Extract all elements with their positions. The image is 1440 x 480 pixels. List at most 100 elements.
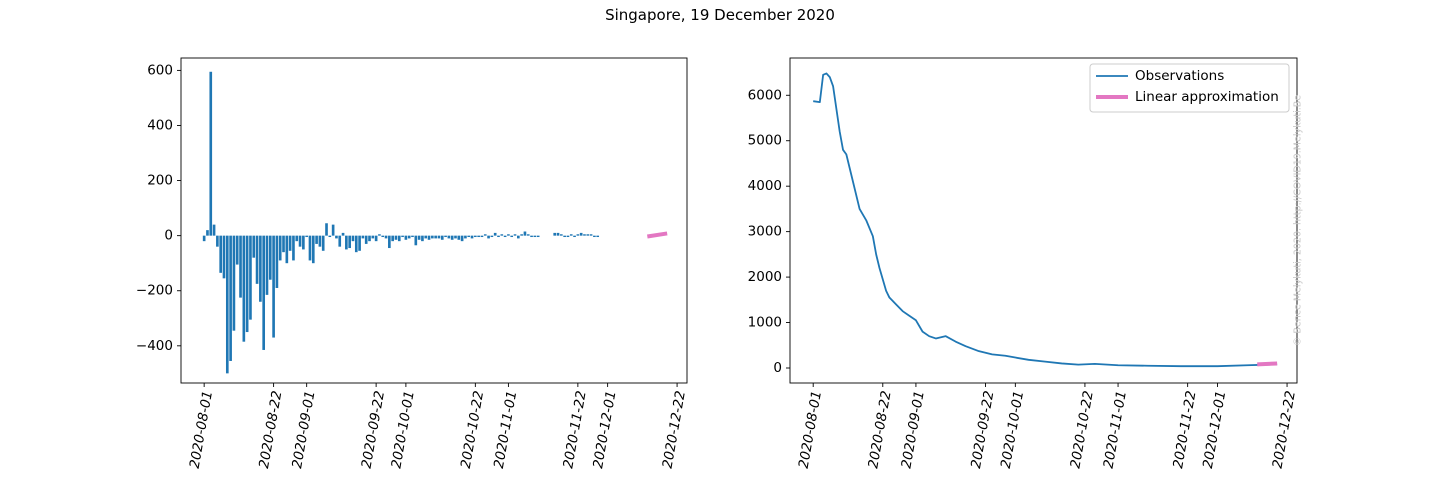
bar [447, 235, 451, 239]
bar [474, 235, 477, 238]
bar-chart-x-axis: 2020-08-01 2020-08-22 2020-09-01 2020-09-22… [187, 383, 689, 470]
y-tick-label: 2000 [748, 269, 782, 285]
line-chart-x-axis: 2020-08-01 2020-08-22 2020-09-01 2020-09-22… [796, 383, 1299, 470]
bar [341, 232, 345, 236]
bar [262, 235, 266, 350]
bar [374, 235, 378, 242]
bar [510, 235, 514, 238]
x-tick-label: 2020-10-01 [388, 390, 417, 470]
x-tick-label: 2020-11-01 [491, 390, 520, 470]
x-tick-label: 2020-12-01 [590, 390, 619, 470]
bar [368, 235, 371, 242]
bar [401, 235, 404, 238]
bar [275, 235, 279, 288]
y-tick-label: −400 [136, 338, 173, 354]
bar [285, 235, 289, 264]
bar-chart-y-axis: −400 −200 0 200 400 600 [136, 62, 181, 354]
bar [487, 235, 490, 239]
bar [520, 234, 523, 236]
bar [411, 235, 414, 238]
y-tick-label: 200 [147, 173, 173, 189]
bar [265, 235, 269, 295]
bar [460, 235, 464, 242]
y-tick-label: 1000 [748, 315, 782, 331]
bar [335, 235, 338, 239]
x-tick-label: 2020-10-22 [1067, 390, 1096, 470]
bar [272, 235, 275, 338]
bar [576, 234, 580, 236]
line-chart-frame [789, 57, 1298, 384]
bar [569, 234, 573, 236]
bar [493, 232, 497, 236]
bar [216, 235, 219, 247]
bar [523, 231, 527, 236]
bar [255, 235, 259, 284]
bar [589, 234, 593, 236]
bar [388, 235, 391, 249]
observations-line [813, 72, 1278, 368]
bar [553, 232, 557, 236]
bar [209, 71, 213, 236]
bar-chart-approx-series [647, 231, 668, 239]
bar [305, 235, 308, 238]
x-tick-label: 2020-10-22 [458, 390, 487, 470]
y-tick-label: 3000 [748, 224, 782, 240]
bar [391, 235, 394, 242]
bar [351, 235, 355, 242]
bar [477, 235, 480, 238]
bar [239, 235, 242, 298]
bar [338, 235, 342, 247]
y-tick-label: 600 [147, 62, 173, 78]
y-tick-label: 0 [773, 360, 782, 376]
bar [530, 235, 533, 238]
legend-label: Observations [1135, 68, 1224, 84]
x-tick-label: 2020-08-01 [187, 390, 216, 470]
bar [397, 235, 401, 242]
bar [457, 235, 461, 240]
bar [414, 235, 418, 246]
bar [464, 235, 467, 239]
x-tick-label: 2020-09-22 [968, 390, 997, 470]
bar [225, 235, 229, 374]
bar [278, 235, 282, 261]
bar [480, 235, 484, 238]
bar [566, 235, 570, 238]
bar [431, 235, 434, 239]
bar [311, 235, 315, 264]
bar [434, 235, 437, 239]
bar [596, 235, 600, 238]
x-tick-label: 2020-08-22 [865, 390, 894, 470]
bar [526, 234, 530, 236]
bar [219, 235, 223, 273]
bar [450, 235, 454, 240]
bar [404, 235, 408, 240]
bar [348, 235, 351, 249]
x-tick-label: 2020-12-01 [1200, 390, 1229, 470]
bar [328, 235, 332, 238]
legend: Observations Linear approximation [1089, 63, 1290, 113]
x-tick-label: 2020-08-01 [796, 390, 825, 470]
bar [483, 234, 487, 236]
bar [268, 235, 272, 280]
bar [586, 234, 590, 236]
bar [354, 235, 358, 253]
bar [364, 235, 368, 244]
bar [490, 235, 494, 238]
y-tick-label: −200 [136, 283, 173, 299]
bar [242, 235, 246, 342]
x-tick-label: 2020-09-01 [898, 390, 927, 470]
bar [560, 234, 563, 236]
bar [229, 235, 232, 361]
bar [470, 235, 474, 239]
bar [378, 234, 381, 236]
line-chart-cases: 2020-08-01 2020-08-22 2020-09-01 2020-09-22… [748, 57, 1299, 470]
bar [467, 235, 471, 238]
bar [321, 235, 325, 251]
line-series [813, 72, 1278, 368]
bar [583, 234, 586, 236]
bar [500, 234, 504, 236]
bar [331, 224, 335, 236]
bar [454, 235, 457, 239]
bar [437, 235, 441, 239]
